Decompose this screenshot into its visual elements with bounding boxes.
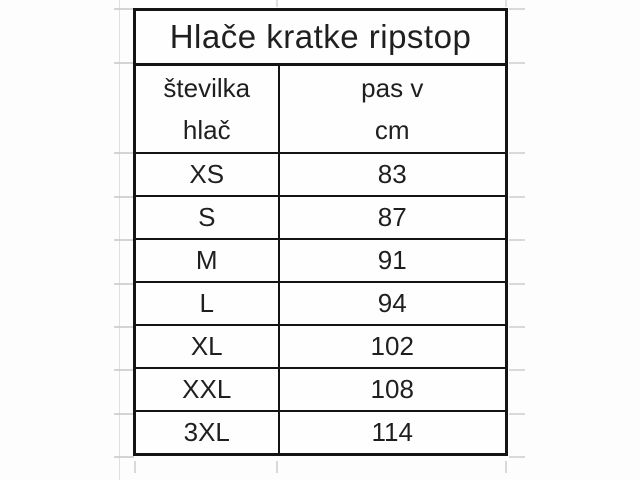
table-row: S 87 [133,195,508,240]
table-title: Hlače kratke ripstop [133,8,508,66]
spreadsheet-gridline-stub [276,461,278,473]
spreadsheet-gridline-stub [505,461,507,473]
table-row: XS 83 [133,152,508,197]
spreadsheet-gridline-stub [509,456,525,458]
spreadsheet-gridline-stub [114,456,134,458]
spreadsheet-gridline-stub [114,196,134,198]
spreadsheet-gridline-stub [114,8,134,10]
spreadsheet-gridline-stub [505,0,507,7]
size-chart-table: Hlače kratke ripstop številka hlač pas v… [133,8,508,456]
table-header-row: številka hlač pas v cm [133,63,508,154]
spreadsheet-gridline-stub [509,62,525,64]
table-row: L 94 [133,281,508,326]
spreadsheet-gridline-stub [114,152,134,154]
spreadsheet-gridline-stub [509,413,525,415]
spreadsheet-gridline-stub [509,152,525,154]
table-title-row: Hlače kratke ripstop [133,8,508,66]
spreadsheet-gridline-stub [509,8,525,10]
spreadsheet-gridline-stub [114,283,134,285]
spreadsheet-gridline-stub [114,413,134,415]
spreadsheet-gridline-stub [114,62,134,64]
table-row: M 91 [133,238,508,283]
size-cell: L [133,281,280,326]
table-row: 3XL 114 [133,410,508,456]
spreadsheet-gridline-stub [276,0,278,7]
waist-cell: 83 [277,152,508,197]
table-row: XXL 108 [133,367,508,412]
spreadsheet-gridline-stub [509,239,525,241]
spreadsheet-gridline-stub [114,326,134,328]
size-cell: 3XL [133,410,280,456]
spreadsheet-gridline-stub [509,326,525,328]
spreadsheet-gridline-stub [509,196,525,198]
waist-cell: 91 [277,238,508,283]
waist-cell: 102 [277,324,508,369]
size-cell: XL [133,324,280,369]
waist-cell: 108 [277,367,508,412]
table-row: XL 102 [133,324,508,369]
waist-cell: 94 [277,281,508,326]
spreadsheet-gridline-stub [509,369,525,371]
size-cell: M [133,238,280,283]
size-cell: XS [133,152,280,197]
waist-cell: 114 [277,410,508,456]
spreadsheet-gridline-stub [509,283,525,285]
size-cell: S [133,195,280,240]
size-cell: XXL [133,367,280,412]
spreadsheet-gridline-stub [114,369,134,371]
header-size-column: številka hlač [133,63,280,154]
spreadsheet-gridline-stub [134,461,136,473]
spreadsheet-gridline-stub [114,239,134,241]
header-waist-column: pas v cm [277,63,508,154]
waist-cell: 87 [277,195,508,240]
